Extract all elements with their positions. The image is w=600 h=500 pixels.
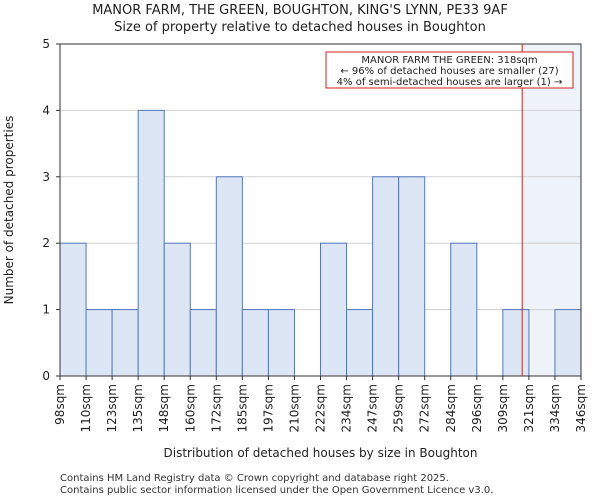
bar xyxy=(372,176,400,377)
x-axis-label: Distribution of detached houses by size … xyxy=(164,446,478,460)
x-tick-label: 185sqm xyxy=(235,384,249,432)
bar xyxy=(320,242,348,377)
x-tick-label: 148sqm xyxy=(157,384,171,432)
y-tick-label: 4 xyxy=(42,103,50,117)
x-tick-label: 98sqm xyxy=(53,384,67,425)
bar xyxy=(398,176,426,377)
x-tick-label: 135sqm xyxy=(131,384,145,432)
x-tick-label: 247sqm xyxy=(366,384,380,432)
bar xyxy=(502,309,530,377)
x-tick-label: 160sqm xyxy=(183,384,197,432)
x-tick-label: 123sqm xyxy=(105,384,119,432)
x-tick-label: 172sqm xyxy=(209,384,223,432)
y-tick-label: 1 xyxy=(42,303,50,317)
bar xyxy=(137,109,165,377)
y-tick-label: 2 xyxy=(42,236,50,250)
y-tick-label: 3 xyxy=(42,170,50,184)
x-tick-label: 346sqm xyxy=(574,384,588,432)
bar xyxy=(59,242,87,377)
x-tick-label: 110sqm xyxy=(79,384,93,432)
annotation-box xyxy=(325,51,574,89)
x-tick-label: 272sqm xyxy=(418,384,432,432)
bar xyxy=(241,309,269,377)
bar xyxy=(111,309,139,377)
y-tick-label: 5 xyxy=(42,37,50,51)
annotation-line: ← 96% of detached houses are smaller (27… xyxy=(340,66,558,77)
x-tick-label: 321sqm xyxy=(522,384,536,432)
x-tick-label: 234sqm xyxy=(340,384,354,432)
bar xyxy=(554,309,582,377)
x-tick-label: 259sqm xyxy=(392,384,406,432)
x-tick-label: 210sqm xyxy=(287,384,301,432)
annotation-line: MANOR FARM THE GREEN: 318sqm xyxy=(361,55,537,66)
x-tick-label: 197sqm xyxy=(261,384,275,432)
bar xyxy=(215,176,243,377)
y-tick-label: 0 xyxy=(42,369,50,383)
x-tick-label: 284sqm xyxy=(444,384,458,432)
x-tick-label: 334sqm xyxy=(548,384,562,432)
annotation-line: 4% of semi-detached houses are larger (1… xyxy=(337,77,563,88)
bar xyxy=(189,309,217,377)
footer-line-2: Contains public sector information licen… xyxy=(60,485,494,496)
x-tick-label: 296sqm xyxy=(470,384,484,432)
bar xyxy=(85,309,113,377)
x-tick-label: 222sqm xyxy=(314,384,328,432)
bar xyxy=(267,309,295,377)
x-tick-label: 309sqm xyxy=(496,384,510,432)
chart-title: MANOR FARM, THE GREEN, BOUGHTON, KING'S … xyxy=(92,3,508,18)
y-axis-label: Number of detached properties xyxy=(2,116,16,305)
bar xyxy=(450,242,478,377)
bar xyxy=(346,309,374,377)
chart-subtitle: Size of property relative to detached ho… xyxy=(114,20,486,35)
footer-line-1: Contains HM Land Registry data © Crown c… xyxy=(60,473,449,484)
bar xyxy=(163,242,191,377)
